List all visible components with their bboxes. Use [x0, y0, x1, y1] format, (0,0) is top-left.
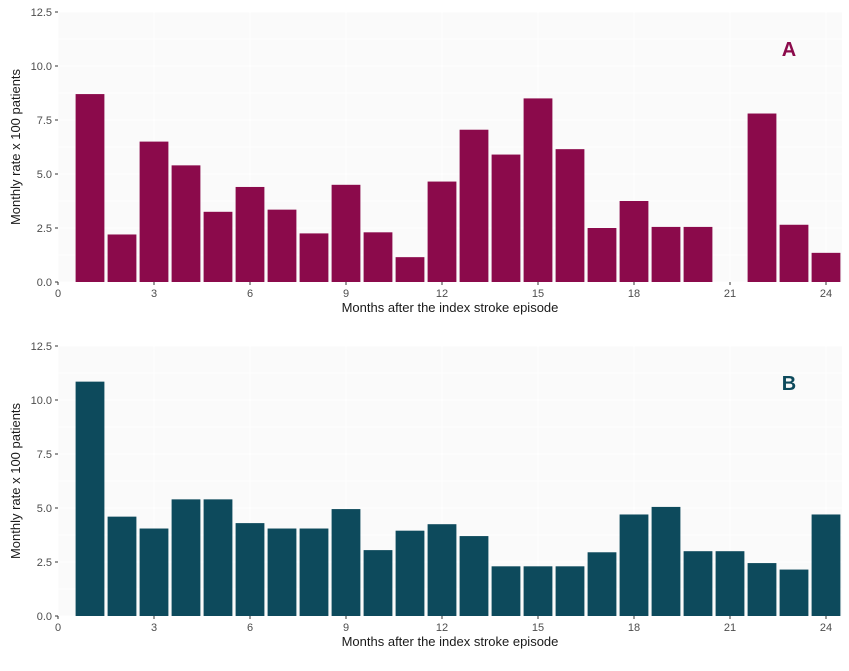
- x-tick-label: 3: [151, 288, 157, 300]
- bar-month-9: [331, 184, 361, 282]
- bar-month-15: [523, 566, 553, 616]
- y-tick-label: 0.0: [37, 277, 52, 289]
- bar-month-12: [427, 181, 457, 282]
- x-tick-label: 15: [532, 622, 544, 634]
- bar-month-16: [555, 149, 585, 282]
- x-tick-label: 0: [55, 288, 61, 300]
- y-tick-label: 5.0: [37, 503, 52, 515]
- bar-month-16: [555, 566, 585, 616]
- x-tick-label: 6: [247, 622, 253, 634]
- x-tick-label: 12: [436, 288, 448, 300]
- panel-b: 0.0 2.5 5.0 7.5 10.0 12.5 0 3 6 9 12 15 18 21 24 Months…: [8, 341, 842, 649]
- x-tick-label: 6: [247, 288, 253, 300]
- x-tick-label: 24: [820, 622, 832, 634]
- bar-month-13: [459, 129, 489, 282]
- x-tick-label: 15: [532, 288, 544, 300]
- bar-month-23: [779, 569, 809, 616]
- x-tick-label: 3: [151, 622, 157, 634]
- panel-label: A: [782, 39, 796, 61]
- bar-month-14: [491, 566, 521, 616]
- bar-month-11: [395, 530, 425, 616]
- panel-a: 0.0 2.5 5.0 7.5 10.0 12.5 0 3 6 9 12 15 18 21 24 Months…: [8, 7, 842, 315]
- x-tick-label: 24: [820, 288, 832, 300]
- bar-month-10: [363, 550, 393, 616]
- y-tick-label: 10.0: [31, 61, 52, 73]
- y-tick-label: 10.0: [31, 395, 52, 407]
- bar-month-17: [587, 552, 617, 616]
- bar-month-9: [331, 509, 361, 616]
- bar-month-17: [587, 228, 617, 282]
- bar-month-11: [395, 257, 425, 282]
- bar-month-13: [459, 536, 489, 616]
- bar-month-5: [203, 499, 233, 616]
- bar-month-3: [139, 528, 169, 616]
- bar-month-6: [235, 523, 265, 616]
- y-tick-label: 7.5: [37, 115, 52, 127]
- bar-month-5: [203, 211, 233, 282]
- bar-month-4: [171, 499, 201, 616]
- bar-month-6: [235, 186, 265, 282]
- y-tick-label: 2.5: [37, 223, 52, 235]
- y-tick-label: 2.5: [37, 557, 52, 569]
- x-tick-label: 9: [343, 622, 349, 634]
- bar-month-15: [523, 98, 553, 283]
- x-tick-label: 21: [724, 622, 736, 634]
- bar-month-4: [171, 165, 201, 282]
- panel-label: B: [782, 373, 796, 395]
- bar-month-14: [491, 154, 521, 282]
- y-tick-label: 7.5: [37, 449, 52, 461]
- bar-month-18: [619, 201, 649, 282]
- x-tick-label: 18: [628, 288, 640, 300]
- x-tick-label: 12: [436, 622, 448, 634]
- bar-month-12: [427, 524, 457, 616]
- bar-month-24: [811, 514, 841, 616]
- x-tick-label: 0: [55, 622, 61, 634]
- bar-month-22: [747, 563, 777, 616]
- y-axis-title: Monthly rate x 100 patients: [8, 68, 23, 225]
- bar-month-7: [267, 528, 297, 616]
- y-tick-label: 5.0: [37, 169, 52, 181]
- x-axis-title: Months after the index stroke episode: [342, 634, 559, 649]
- x-tick-label: 18: [628, 622, 640, 634]
- bar-month-10: [363, 232, 393, 282]
- bar-month-19: [651, 226, 681, 282]
- bar-month-8: [299, 233, 329, 282]
- y-axis-title: Monthly rate x 100 patients: [8, 402, 23, 559]
- x-tick-label: 21: [724, 288, 736, 300]
- bar-month-23: [779, 224, 809, 282]
- bar-month-2: [107, 234, 137, 282]
- bar-month-1: [75, 381, 105, 616]
- y-tick-label: 0.0: [37, 611, 52, 623]
- bar-month-18: [619, 514, 649, 616]
- x-axis-title: Months after the index stroke episode: [342, 300, 559, 315]
- bar-month-2: [107, 516, 137, 616]
- y-tick-label: 12.5: [31, 341, 52, 353]
- bar-month-7: [267, 209, 297, 282]
- bar-month-8: [299, 528, 329, 616]
- bar-month-22: [747, 113, 777, 283]
- bar-month-21: [715, 551, 745, 616]
- bar-month-1: [75, 94, 105, 282]
- bar-month-20: [683, 551, 713, 616]
- bar-month-24: [811, 252, 841, 282]
- y-tick-label: 12.5: [31, 7, 52, 19]
- x-tick-label: 9: [343, 288, 349, 300]
- bar-month-20: [683, 226, 713, 282]
- bar-month-3: [139, 141, 169, 282]
- bar-month-19: [651, 506, 681, 616]
